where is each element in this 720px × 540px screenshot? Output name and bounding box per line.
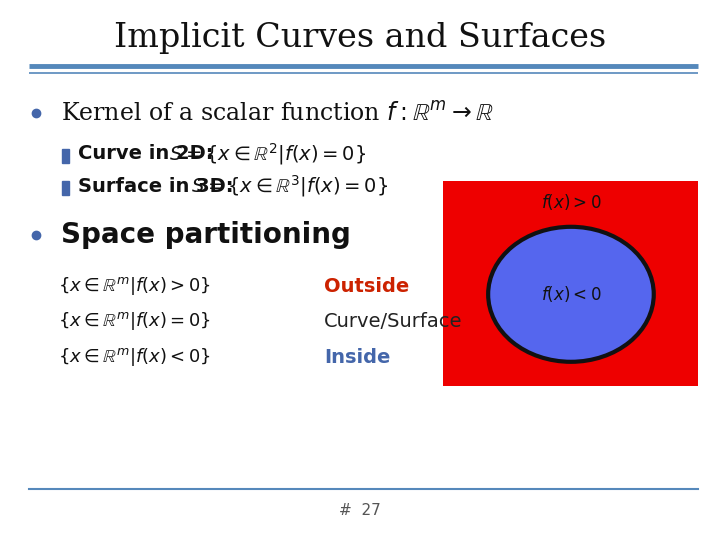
Text: $f(x) > 0$: $f(x) > 0$ — [541, 192, 601, 213]
Bar — [62, 181, 69, 195]
Text: $S = \{x \in \mathbb{R}^2|f(x) = 0\}$: $S = \{x \in \mathbb{R}^2|f(x) = 0\}$ — [169, 141, 366, 167]
Text: #  27: # 27 — [339, 503, 381, 518]
Text: $\{x \in \mathbb{R}^m|f(x) < 0\}$: $\{x \in \mathbb{R}^m|f(x) < 0\}$ — [58, 347, 210, 368]
Bar — [443, 181, 698, 386]
Text: Inside: Inside — [324, 348, 390, 367]
Text: Outside: Outside — [324, 276, 409, 296]
Text: Curve/Surface: Curve/Surface — [324, 312, 462, 331]
Text: $S = \{x \in \mathbb{R}^3|f(x) = 0\}$: $S = \{x \in \mathbb{R}^3|f(x) = 0\}$ — [191, 173, 388, 199]
Text: Kernel of a scalar function $f : \mathbb{R}^m \rightarrow \mathbb{R}$: Kernel of a scalar function $f : \mathbb… — [61, 102, 494, 125]
Text: Curve in 2D:: Curve in 2D: — [78, 144, 213, 164]
Text: $\{x \in \mathbb{R}^m|f(x) > 0\}$: $\{x \in \mathbb{R}^m|f(x) > 0\}$ — [58, 275, 210, 297]
Text: Surface in 3D:: Surface in 3D: — [78, 177, 233, 196]
Text: Implicit Curves and Surfaces: Implicit Curves and Surfaces — [114, 22, 606, 53]
Text: Space partitioning: Space partitioning — [61, 221, 351, 249]
Text: $\{x \in \mathbb{R}^m|f(x) = 0\}$: $\{x \in \mathbb{R}^m|f(x) = 0\}$ — [58, 310, 210, 332]
Text: $f(x) < 0$: $f(x) < 0$ — [541, 284, 601, 305]
Bar — [62, 148, 69, 163]
Ellipse shape — [488, 227, 654, 362]
